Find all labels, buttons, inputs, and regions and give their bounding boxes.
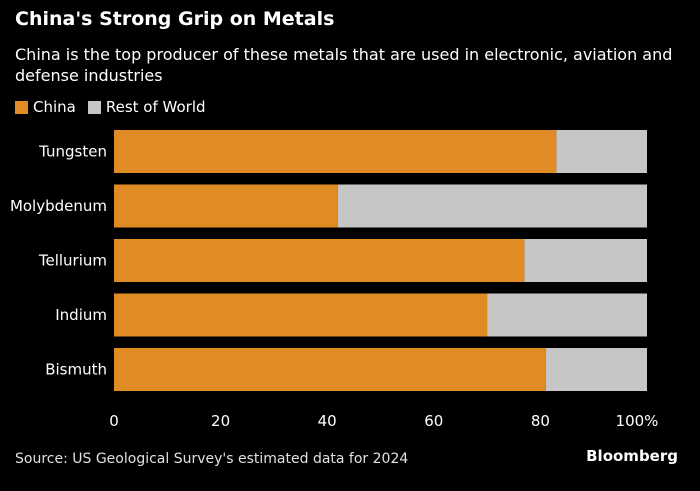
bar-molybdenum-rest-of-world [337, 184, 647, 228]
legend-swatch-rest-of-world [87, 100, 101, 114]
x-tick-label-20: 20 [211, 412, 230, 430]
legend-label-rest-of-world: Rest of World [105, 98, 206, 116]
bar-bismuth-rest-of-world [545, 348, 647, 391]
category-label-tungsten: Tungsten [38, 143, 107, 161]
x-tick-label-80: 80 [531, 412, 550, 430]
legend-item-rest-of-world: Rest of World [87, 98, 206, 116]
x-tick-label-0: 0 [109, 412, 119, 430]
chart-subtitle: China is the top producer of these metal… [15, 45, 673, 85]
source-note: Source: US Geological Survey's estimated… [15, 451, 409, 467]
legend-swatch-china [15, 100, 28, 114]
bar-indium-rest-of-world [487, 293, 647, 337]
category-label-indium: Indium [55, 306, 107, 324]
legend: China Rest of World [15, 98, 218, 116]
bar-tellurium-rest-of-world [524, 239, 647, 282]
chart-title: China's Strong Grip on Metals [15, 8, 335, 30]
bar-indium-china [114, 293, 488, 337]
legend-label-china: China [33, 98, 76, 116]
x-tick-label-100: 100% [616, 412, 659, 430]
bar-tungsten-china [114, 130, 557, 173]
brand-logo: Bloomberg [586, 447, 678, 465]
bar-bismuth-china [114, 348, 546, 391]
legend-item-china: China [15, 98, 76, 116]
bar-tellurium-china [114, 239, 525, 282]
bar-molybdenum-china [114, 184, 338, 228]
category-label-tellurium: Tellurium [38, 252, 107, 270]
x-tick-label-60: 60 [424, 412, 443, 430]
bar-tungsten-rest-of-world [556, 130, 647, 173]
category-label-molybdenum: Molybdenum [10, 197, 107, 215]
category-label-bismuth: Bismuth [45, 361, 107, 379]
x-tick-label-40: 40 [318, 412, 337, 430]
